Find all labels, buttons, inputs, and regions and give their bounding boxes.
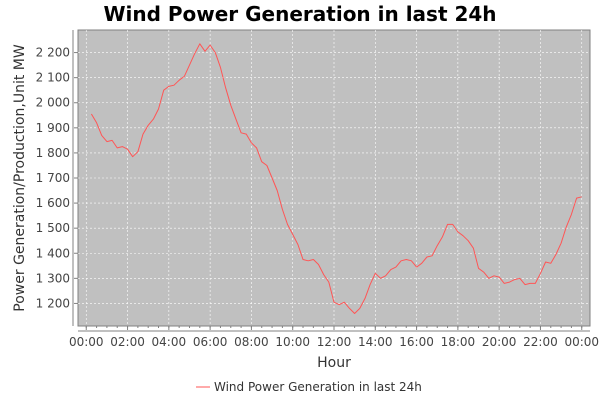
series-layer: [90, 43, 582, 314]
x-tick-label: 06:00: [193, 335, 228, 349]
legend: Wind Power Generation in last 24h: [196, 380, 422, 394]
legend-label: Wind Power Generation in last 24h: [214, 380, 422, 394]
x-tick-label: 18:00: [441, 335, 476, 349]
x-tick-label: 22:00: [523, 335, 558, 349]
series-line: [90, 43, 582, 314]
y-axis-title: Power Generation/Production,Unit MW: [12, 44, 28, 312]
axes: 1 200 1 300 1 400 1 500 1 600 1 700 1 800 1 900…: [36, 30, 599, 349]
y-tick-label: 1 600: [36, 196, 70, 210]
x-tick-label: 16:00: [399, 335, 434, 349]
y-tick-label: 2 100: [36, 71, 70, 85]
x-tick-label: 02:00: [110, 335, 145, 349]
y-tick-label: 1 700: [36, 171, 70, 185]
y-tick-label: 2 200: [36, 46, 70, 60]
y-tick-label: 1 500: [36, 221, 70, 235]
y-tick-label: 1 800: [36, 146, 70, 160]
x-axis-title: Hour: [317, 355, 351, 371]
x-tick-label: 04:00: [152, 335, 187, 349]
y-tick-label: 1 300: [36, 271, 70, 285]
x-tick-label: 00:00: [564, 335, 599, 349]
x-tick-label: 08:00: [234, 335, 269, 349]
y-tick-label: 2 000: [36, 96, 70, 110]
y-tick-label: 1 900: [36, 121, 70, 135]
x-tick-label: 14:00: [358, 335, 393, 349]
x-tick-label: 00:00: [69, 335, 104, 349]
x-tick-label: 20:00: [482, 335, 517, 349]
grid-lines: [78, 30, 590, 326]
y-tick-label: 1 400: [36, 246, 70, 260]
y-tick-label: 1 200: [36, 296, 70, 310]
x-tick-label: 12:00: [317, 335, 352, 349]
chart-title: Wind Power Generation in last 24h: [103, 2, 497, 26]
x-tick-label: 10:00: [275, 335, 310, 349]
